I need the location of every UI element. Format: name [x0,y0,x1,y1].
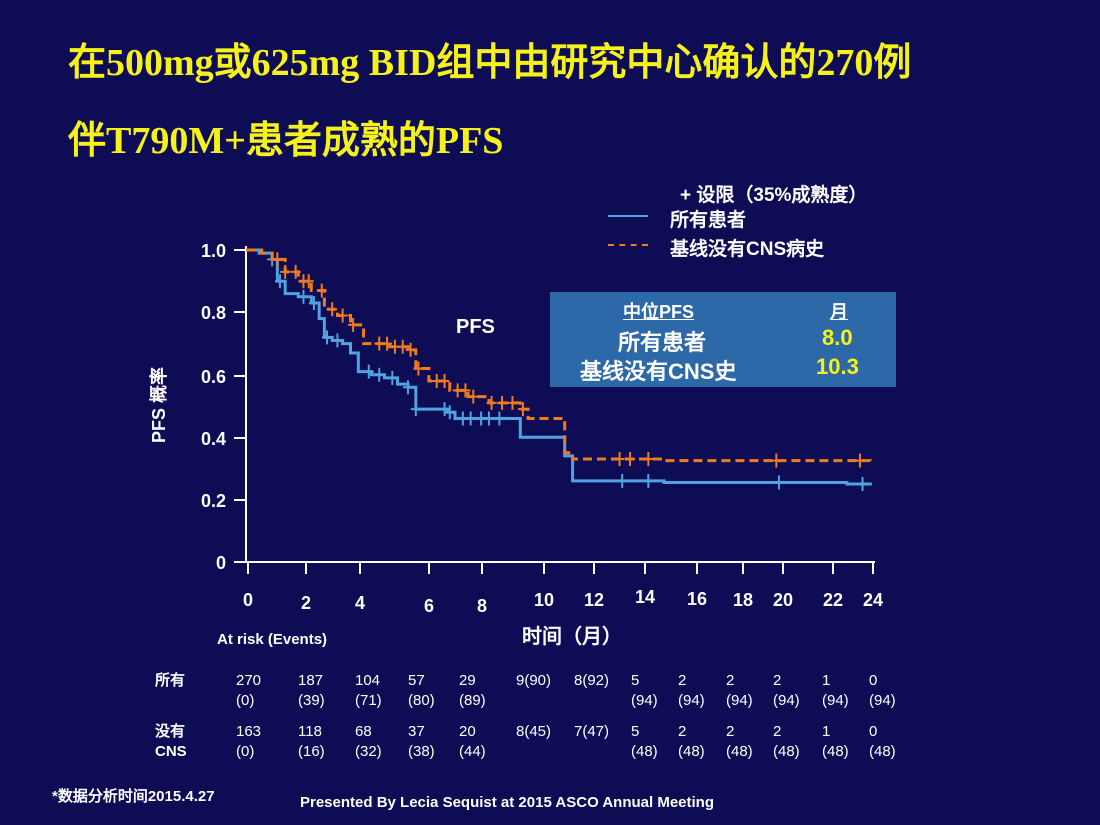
at-risk-count: 2 [726,723,735,740]
legend-no-cns-label: 基线没有CNS病史 [670,239,825,260]
at-risk-events: (89) [459,692,486,709]
y-tick-label: 0 [216,553,226,573]
pfs-label: PFS [456,316,495,338]
y-tick-label: 0.4 [201,429,226,449]
at-risk-events: (39) [298,692,325,709]
at-risk-row-all-label: 所有 [155,672,186,689]
x-tick-label: 6 [424,596,434,616]
at-risk-count: 2 [773,723,782,740]
x-tick-label: 10 [534,590,554,610]
median-row-nocns-value: 10.3 [816,354,859,379]
at-risk-events: (94) [773,692,800,709]
at-risk-events: (0) [236,692,255,709]
at-risk-events: (80) [408,692,435,709]
legend-all-label: 所有患者 [670,210,747,231]
at-risk-count: 37 [408,723,425,740]
slide-title-line2: 伴T790M+患者成熟的PFS [68,120,504,162]
at-risk-count: 20 [459,723,476,740]
median-row-all-value: 8.0 [822,325,853,350]
at-risk-events: (48) [773,743,800,760]
at-risk-count: 8(45) [516,723,552,740]
legend-censor: + 设限（35%成熟度） [680,185,868,206]
at-risk-count: 1 [822,723,831,740]
x-tick-label: 2 [301,593,311,613]
legend-all-swatch [608,215,648,217]
footnote: *数据分析时间2015.4.27 [52,788,215,805]
at-risk-count: 0 [869,672,878,689]
at-risk-events: (16) [298,743,325,760]
at-risk-events: (48) [631,743,658,760]
legend-no-cns-swatch [608,244,648,246]
y-tick-label: 1.0 [201,241,226,261]
slide-title-line1: 在500mg或625mg BID组中由研究中心确认的270例 [68,42,912,84]
y-tick-label: 0.6 [201,367,226,387]
x-tick-label: 16 [687,589,707,609]
at-risk-events: (48) [726,743,753,760]
at-risk-count: 104 [355,672,381,689]
median-row-nocns-label: 基线没有CNS史 [580,359,737,384]
at-risk-events: (38) [408,743,435,760]
at-risk-count: 57 [408,672,425,689]
x-tick-label: 8 [477,596,487,616]
at-risk-events: (94) [631,692,658,709]
at-risk-count: 1 [822,672,831,689]
at-risk-events: (94) [869,692,896,709]
at-risk-header: At risk (Events) [217,631,328,648]
median-header-left: 中位PFS [623,302,695,322]
x-tick-label: 24 [863,590,883,610]
at-risk-row-nocns-label: 没有 CNS [155,723,187,760]
at-risk-count: 2 [726,672,735,689]
median-row-all-label: 所有患者 [618,330,707,355]
at-risk-events: (44) [459,743,486,760]
at-risk-count: 187 [298,672,324,689]
y-tick-label: 0.8 [201,303,226,323]
at-risk-count: 5 [631,723,640,740]
at-risk-count: 8(92) [574,672,610,689]
at-risk-count: 2 [678,672,687,689]
at-risk-count: 68 [355,723,372,740]
at-risk-count: 163 [236,723,262,740]
at-risk-events: (94) [678,692,705,709]
km-curve-no-cns [246,248,872,464]
x-tick-label: 12 [584,590,604,610]
at-risk-count: 29 [459,672,476,689]
at-risk-events: (32) [355,743,382,760]
x-tick-label: 20 [773,590,793,610]
at-risk-events: (0) [236,743,255,760]
x-tick-label: 22 [823,590,843,610]
y-axis-label: PFS 概率 [148,367,169,443]
at-risk-count: 7(47) [574,723,610,740]
at-risk-events: (71) [355,692,382,709]
at-risk-events: (48) [822,743,849,760]
x-tick-label: 14 [635,587,655,607]
at-risk-count: 0 [869,723,878,740]
at-risk-events: (48) [678,743,705,760]
y-tick-label: 0.2 [201,491,226,511]
at-risk-count: 270 [236,672,262,689]
at-risk-events: (94) [726,692,753,709]
median-pfs-table: 中位PFS 月 所有患者 8.0 基线没有CNS史 10.3 [550,292,896,387]
x-tick-label: 0 [243,590,253,610]
at-risk-events: (94) [822,692,849,709]
x-tick-label: 4 [355,593,365,613]
at-risk-count: 5 [631,672,640,689]
median-header-right: 月 [830,302,848,322]
at-risk-count: 2 [678,723,687,740]
at-risk-events: (48) [869,743,896,760]
x-axis-label: 时间（月） [522,626,622,648]
x-tick-label: 18 [733,590,753,610]
presented-by: Presented By Lecia Sequist at 2015 ASCO … [300,794,715,811]
at-risk-count: 2 [773,672,782,689]
at-risk-count: 118 [298,723,322,740]
at-risk-count: 9(90) [516,672,552,689]
